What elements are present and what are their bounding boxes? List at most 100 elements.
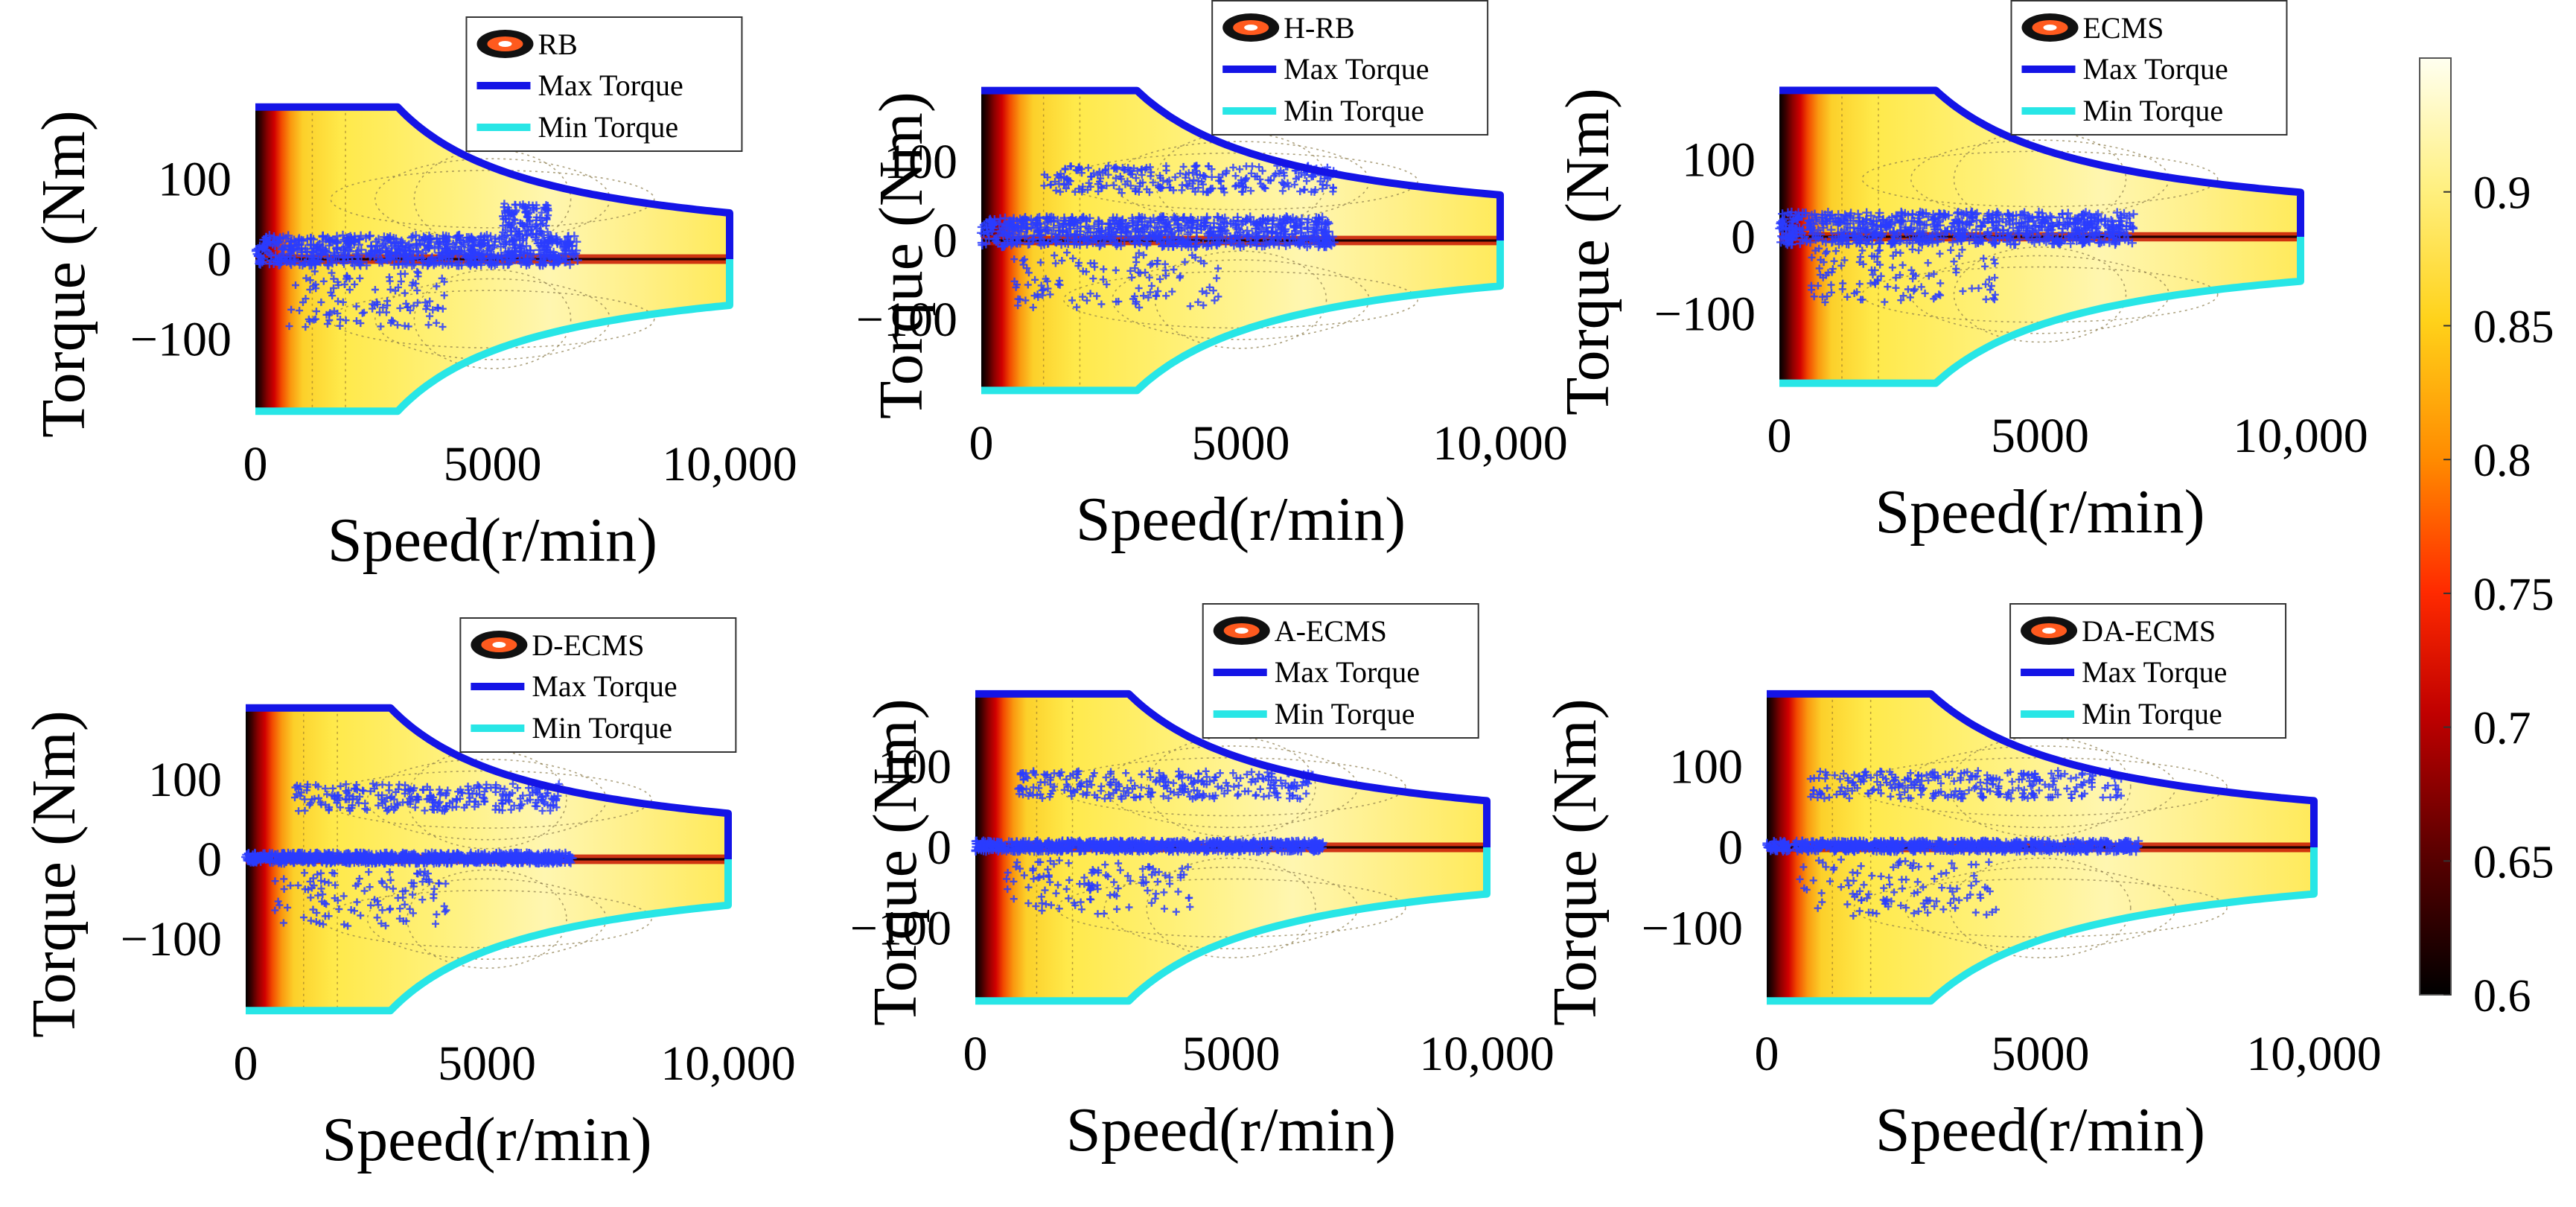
y-tick-label: −100 bbox=[1654, 287, 1756, 342]
operating-point bbox=[516, 201, 524, 209]
operating-point bbox=[1251, 173, 1259, 181]
operating-point bbox=[1135, 235, 1145, 244]
operating-point bbox=[1190, 242, 1199, 252]
operating-points bbox=[977, 162, 1339, 311]
operating-point bbox=[1123, 229, 1132, 238]
operating-point bbox=[1256, 175, 1264, 183]
operating-point bbox=[1270, 172, 1278, 180]
operating-point bbox=[334, 281, 342, 289]
operating-point bbox=[496, 242, 506, 252]
operating-point bbox=[502, 238, 511, 247]
operating-point bbox=[1156, 171, 1164, 179]
operating-point bbox=[1046, 290, 1054, 299]
operating-point bbox=[1231, 223, 1241, 233]
operating-point bbox=[515, 230, 523, 238]
operating-point bbox=[324, 261, 334, 270]
operating-point bbox=[302, 235, 312, 244]
operating-point bbox=[1311, 217, 1321, 226]
x-tick-label: 5000 bbox=[438, 1036, 536, 1091]
operating-point bbox=[1112, 174, 1120, 182]
operating-point bbox=[267, 250, 276, 260]
operating-point bbox=[1061, 165, 1069, 173]
operating-point bbox=[503, 231, 511, 239]
operating-point bbox=[1066, 162, 1074, 171]
operating-point bbox=[348, 255, 357, 265]
operating-point bbox=[1051, 252, 1059, 259]
y-tick-label: 100 bbox=[148, 753, 222, 807]
operating-point bbox=[413, 287, 421, 295]
operating-point bbox=[319, 277, 328, 285]
legend-marker-icon bbox=[2043, 25, 2057, 31]
operating-point bbox=[511, 216, 519, 224]
operating-point bbox=[981, 239, 991, 249]
operating-point bbox=[277, 255, 286, 264]
operating-point bbox=[275, 233, 285, 243]
operating-point bbox=[423, 257, 433, 267]
operating-point bbox=[1220, 213, 1230, 223]
operating-point bbox=[328, 269, 336, 277]
operating-point bbox=[1262, 226, 1272, 236]
operating-point bbox=[270, 241, 280, 251]
operating-point bbox=[986, 217, 995, 226]
operating-point bbox=[1265, 239, 1275, 249]
operating-point bbox=[377, 258, 387, 267]
operating-point bbox=[285, 258, 295, 267]
operating-point bbox=[395, 252, 405, 261]
operating-point bbox=[1051, 237, 1060, 246]
operating-point bbox=[1176, 169, 1185, 177]
operating-point bbox=[1309, 172, 1317, 180]
operating-points bbox=[251, 200, 582, 331]
operating-point bbox=[1147, 288, 1154, 296]
operating-point bbox=[305, 315, 313, 323]
operating-point bbox=[1285, 182, 1292, 191]
operating-point bbox=[523, 222, 531, 230]
operating-point bbox=[524, 259, 534, 269]
operating-point bbox=[1255, 217, 1265, 226]
operating-point bbox=[466, 258, 476, 267]
y-axis-title: Torque (Nm) bbox=[1553, 88, 1622, 415]
legend-strategy-label: H-RB bbox=[1284, 11, 1355, 45]
operating-point bbox=[1275, 169, 1284, 177]
operating-point bbox=[394, 283, 402, 291]
operating-point bbox=[426, 234, 436, 243]
operating-point bbox=[433, 304, 441, 312]
operating-point bbox=[1051, 177, 1059, 185]
operating-point bbox=[255, 255, 265, 265]
legend-max-label: Max Torque bbox=[532, 669, 677, 703]
operating-point bbox=[361, 233, 371, 243]
operating-point bbox=[1203, 241, 1213, 250]
operating-point bbox=[1314, 242, 1323, 252]
operating-point bbox=[509, 235, 519, 245]
operating-point bbox=[357, 319, 365, 328]
x-tick-label: 10,000 bbox=[1432, 416, 1568, 471]
y-tick-label: 100 bbox=[158, 153, 232, 207]
operating-point bbox=[1164, 220, 1174, 230]
operating-point bbox=[1121, 180, 1129, 188]
operating-point bbox=[1194, 184, 1202, 192]
operating-point bbox=[1276, 232, 1286, 241]
operating-point bbox=[330, 275, 338, 283]
operating-point bbox=[1138, 171, 1146, 179]
operating-point bbox=[1229, 241, 1239, 250]
operating-point bbox=[1229, 163, 1237, 171]
operating-point bbox=[1304, 214, 1313, 224]
operating-point bbox=[317, 298, 325, 306]
operating-point bbox=[565, 238, 575, 248]
operating-point bbox=[536, 214, 544, 222]
operating-point bbox=[1170, 266, 1178, 273]
operating-point bbox=[1084, 164, 1092, 172]
operating-point bbox=[409, 278, 417, 287]
operating-point bbox=[1115, 297, 1123, 305]
operating-point bbox=[336, 322, 344, 330]
operating-point bbox=[998, 223, 1008, 233]
operating-point bbox=[1232, 182, 1240, 190]
x-tick-label: 0 bbox=[969, 416, 994, 471]
operating-point bbox=[352, 252, 362, 262]
operating-point bbox=[1158, 241, 1167, 251]
operating-point bbox=[312, 284, 320, 293]
operating-point bbox=[376, 308, 383, 316]
legend-max-label: Max Torque bbox=[538, 69, 683, 102]
operating-point bbox=[1126, 170, 1135, 178]
